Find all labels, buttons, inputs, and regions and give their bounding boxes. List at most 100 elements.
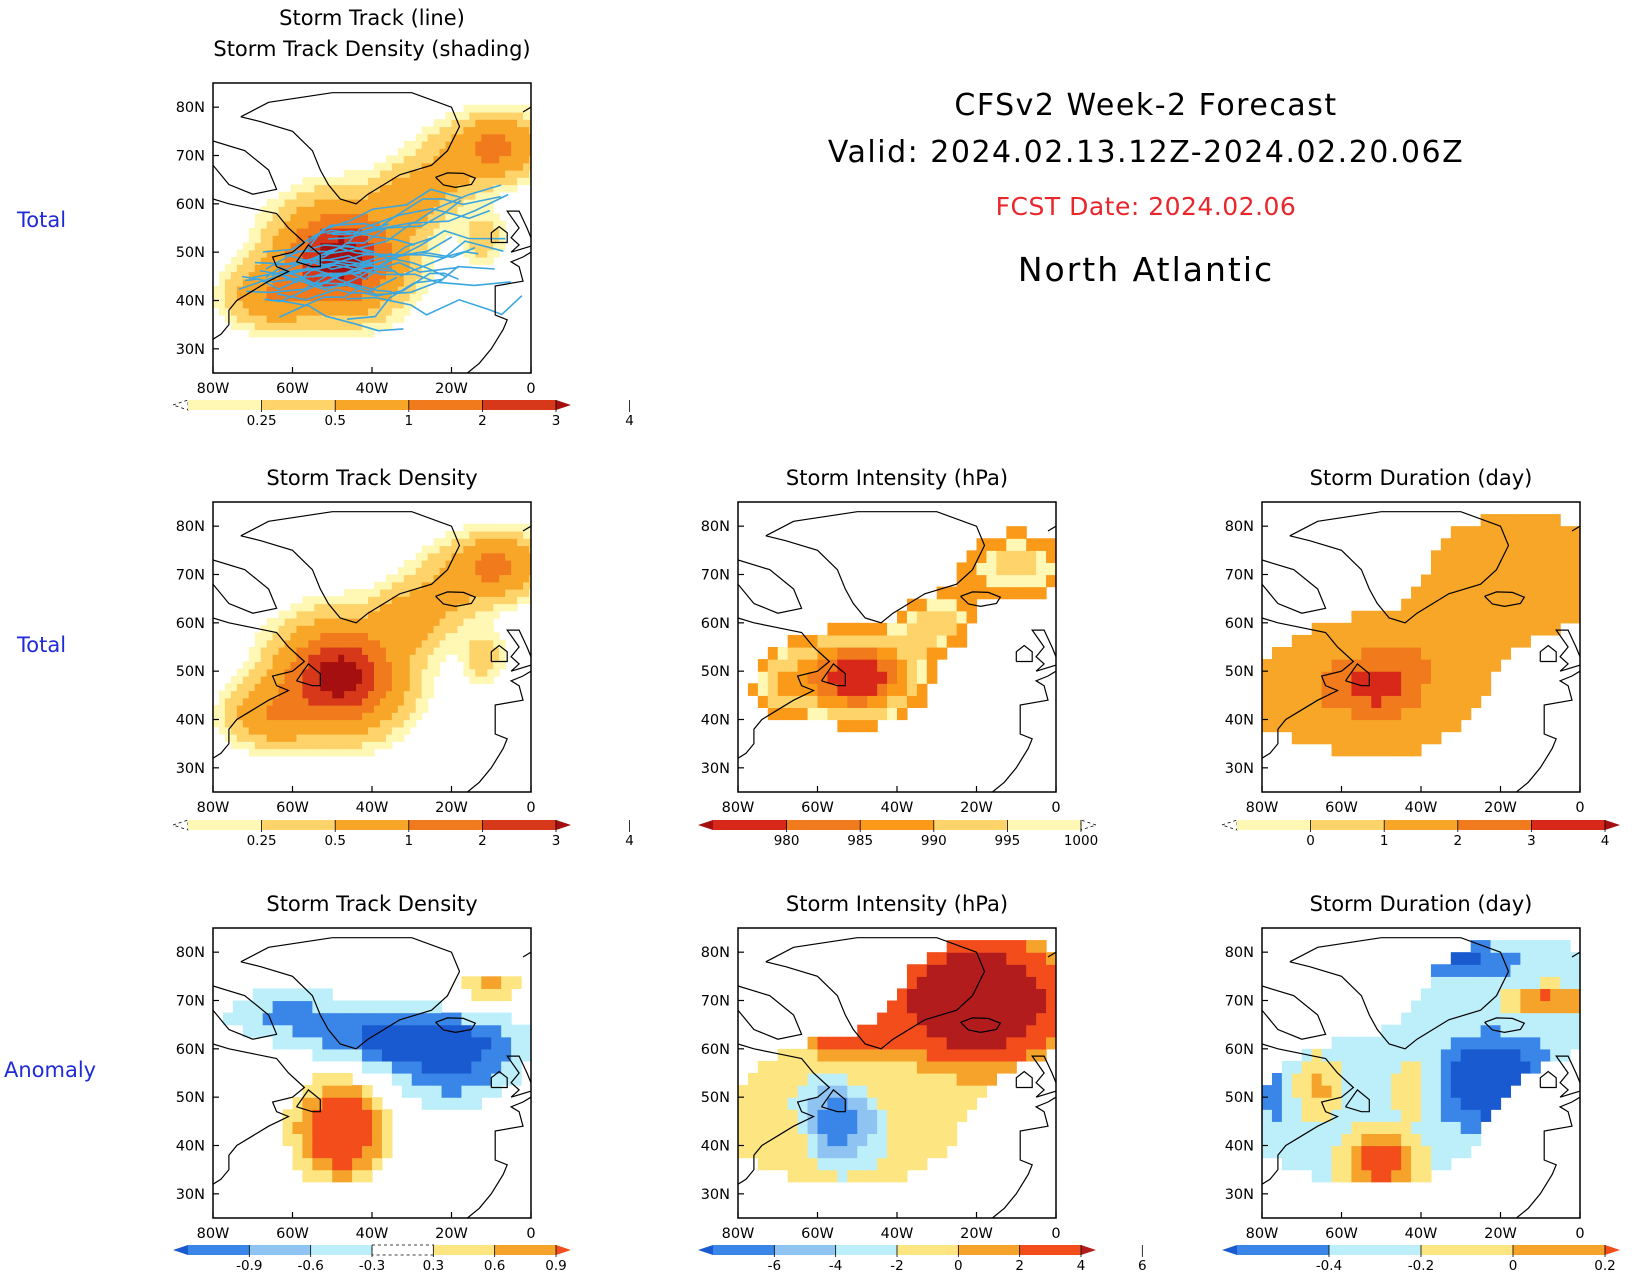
field-cell <box>1510 610 1521 624</box>
field-cell <box>1321 1048 1333 1062</box>
field-cell <box>946 1073 958 1086</box>
field-cell <box>356 329 363 338</box>
field-cell <box>372 1157 383 1171</box>
field-cell <box>1470 550 1482 564</box>
field-cell <box>362 697 369 706</box>
field-cell <box>966 1036 978 1050</box>
field-cell <box>282 1012 294 1026</box>
field-cell <box>391 307 399 316</box>
field-cell <box>827 1109 838 1122</box>
field-cell <box>1440 1109 1452 1122</box>
field-cell <box>1036 988 1047 1002</box>
field-cell <box>916 1085 928 1098</box>
field-cell <box>266 235 274 244</box>
field-cell <box>409 191 417 200</box>
x-tick-label: 80W <box>1246 800 1279 816</box>
field-cell <box>1411 683 1422 696</box>
field-cell <box>521 1048 531 1062</box>
field-cell <box>817 659 829 672</box>
field-cell <box>1460 1121 1472 1135</box>
field-cell <box>1006 1024 1017 1038</box>
field-cell <box>867 683 878 696</box>
field-cell <box>787 1121 799 1135</box>
field-cell <box>499 112 506 120</box>
field-cell <box>433 170 441 178</box>
field-cell <box>475 220 482 229</box>
field-cell <box>248 235 256 244</box>
field-cell <box>326 726 333 735</box>
y-tick-label: 50N <box>176 245 205 261</box>
field-cell <box>463 220 470 229</box>
field-cell <box>379 639 387 648</box>
field-cell <box>1500 574 1512 588</box>
field-cell <box>248 668 256 677</box>
field-cell <box>385 300 393 309</box>
colorbar-swatch <box>482 820 557 830</box>
field-cell <box>302 705 309 713</box>
field-cell <box>314 322 321 331</box>
field-cell <box>493 545 500 554</box>
field-cell <box>1291 1073 1303 1086</box>
field-cell <box>284 278 292 287</box>
field-cell <box>475 199 482 207</box>
field-cell <box>1440 671 1452 684</box>
field-cell <box>284 199 292 207</box>
panel-title: Storm Duration (day) <box>1310 466 1533 490</box>
field-cell <box>296 748 304 757</box>
field-cell <box>1271 1097 1283 1110</box>
field-cell <box>326 712 333 721</box>
field-cell <box>314 329 321 338</box>
field-cell <box>1440 707 1452 721</box>
field-cell <box>1480 1097 1492 1110</box>
field-cell <box>368 719 375 728</box>
field-cell <box>296 647 304 655</box>
field-cell <box>481 976 492 990</box>
y-tick-label: 30N <box>1225 1187 1254 1203</box>
field-cell <box>290 661 298 670</box>
field-cell <box>266 741 274 750</box>
field-cell <box>457 235 465 244</box>
field-cell <box>373 712 381 721</box>
field-cell <box>481 603 488 612</box>
x-tick-label: 60W <box>276 381 309 397</box>
field-cell <box>511 1060 522 1074</box>
field-cell <box>1361 1048 1372 1062</box>
field-cell <box>747 1145 759 1159</box>
field-cell <box>344 249 351 258</box>
field-cell <box>926 988 938 1002</box>
field-cell <box>290 705 298 713</box>
field-cell <box>1520 988 1531 1002</box>
field-cell <box>787 1145 799 1159</box>
field-cell <box>326 668 333 677</box>
field-cell <box>1301 719 1313 733</box>
field-cell <box>936 1060 948 1074</box>
field-cell <box>266 220 274 229</box>
field-cell <box>302 690 309 699</box>
field-cell <box>1311 647 1323 660</box>
field-cell <box>230 676 238 684</box>
scandinavia-outline <box>530 199 531 200</box>
field-cell <box>469 589 476 597</box>
field-cell <box>517 581 524 590</box>
field-cell <box>260 668 268 677</box>
field-cell <box>956 1109 968 1122</box>
field-cell <box>296 191 304 200</box>
field-cell <box>314 249 321 258</box>
field-cell <box>1510 574 1521 588</box>
field-cell <box>362 213 369 222</box>
field-cell <box>1411 1121 1422 1135</box>
field-cell <box>463 574 470 583</box>
field-cell <box>391 690 399 699</box>
field-cell <box>817 707 829 721</box>
baffin-outline <box>213 559 278 614</box>
field-cell <box>290 257 298 265</box>
field-cell <box>857 1157 868 1171</box>
field-cell <box>777 683 789 696</box>
field-cell <box>409 213 417 222</box>
field-cell <box>266 647 274 655</box>
y-tick-label: 50N <box>1225 1090 1254 1106</box>
field-cell <box>260 639 268 648</box>
y-tick-label: 40N <box>701 1139 730 1155</box>
field-cell <box>344 748 351 757</box>
field-cell <box>1341 683 1353 696</box>
